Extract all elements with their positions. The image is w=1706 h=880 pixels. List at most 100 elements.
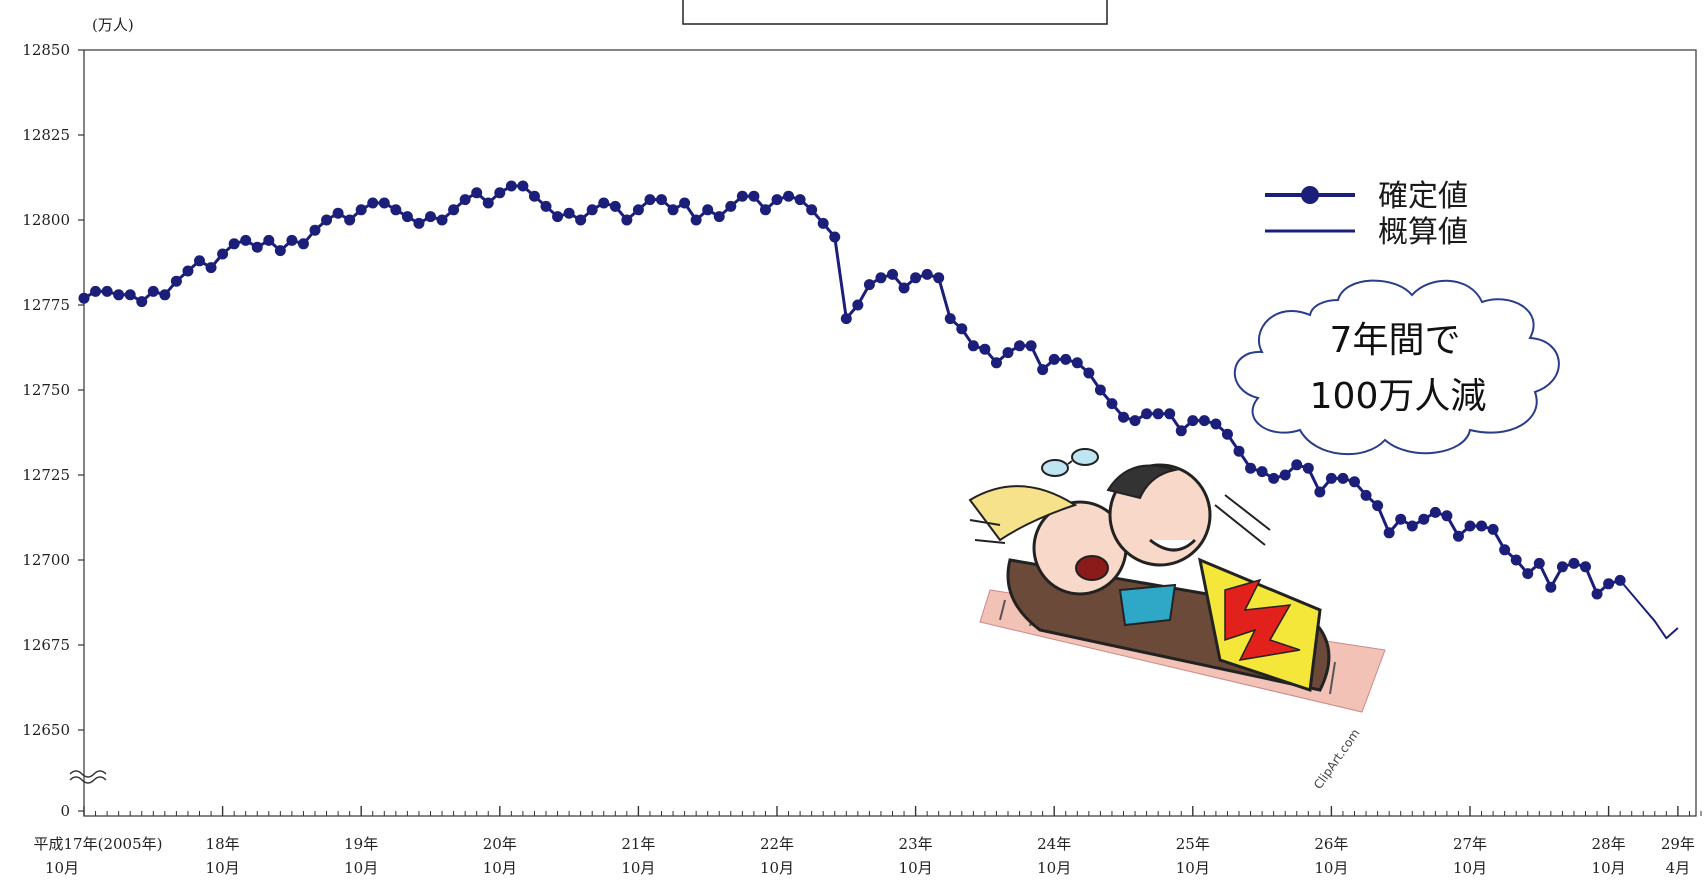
data-point (101, 285, 113, 297)
data-point (1452, 530, 1464, 542)
x-tick-sublabel: 10月 (1176, 859, 1210, 877)
data-point (575, 214, 587, 226)
data-point (124, 289, 136, 301)
data-point (656, 194, 667, 206)
data-point (1591, 588, 1603, 600)
x-tick-label: 22年 (760, 835, 794, 853)
data-point (598, 197, 610, 209)
data-point (702, 204, 714, 216)
data-point (621, 214, 633, 226)
data-point (1406, 520, 1418, 532)
data-point (1094, 384, 1106, 396)
data-point (274, 245, 286, 257)
legend: 確定値 概算値 (1265, 179, 1468, 250)
series-line-preliminary (1619, 579, 1679, 640)
x-tick-label: 28年 (1592, 835, 1626, 853)
data-point (1499, 544, 1511, 556)
data-point (552, 211, 564, 223)
y-tick-label: 12775 (22, 296, 70, 314)
data-point (1395, 513, 1407, 525)
data-point (540, 200, 552, 212)
y-tick-label: 12725 (22, 466, 70, 484)
series-final-values (78, 180, 1626, 600)
data-point (90, 285, 102, 297)
data-point (644, 194, 656, 206)
clipart-watermark: ClipArt.com (1311, 726, 1363, 791)
data-point (1372, 500, 1384, 512)
x-tick-label: 18年 (206, 835, 240, 853)
data-point (1233, 445, 1245, 457)
x-tick-sublabel: 10月 (899, 859, 933, 877)
data-point (436, 214, 448, 226)
data-point (1014, 340, 1026, 352)
data-point (783, 190, 795, 202)
data-point (344, 214, 356, 226)
x-tick-label: 19年 (344, 835, 378, 853)
data-point (136, 296, 148, 308)
data-point (990, 357, 1002, 369)
data-point (297, 238, 309, 250)
data-point (887, 268, 898, 280)
data-point (1037, 364, 1049, 376)
data-point (806, 204, 818, 216)
x-tick-sublabel: 10月 (1592, 859, 1626, 877)
data-point (609, 200, 621, 212)
data-point (736, 190, 748, 202)
data-point (1510, 554, 1522, 566)
x-tick-label: 平成17年(2005年) (34, 835, 163, 853)
data-point (1210, 418, 1222, 430)
data-point (425, 211, 436, 223)
data-point (1291, 459, 1303, 471)
data-point (1268, 472, 1280, 484)
data-point (78, 292, 90, 304)
data-point (413, 217, 425, 229)
y-tick-label: 12800 (22, 211, 70, 229)
data-point (1533, 557, 1545, 569)
x-tick-label: 25年 (1176, 835, 1210, 853)
cloud-callout: 7年間で 100万人減 (1233, 279, 1560, 456)
data-point (690, 214, 702, 226)
data-point (321, 214, 333, 226)
roller-coaster-clipart: ClipArt.com (968, 448, 1386, 792)
data-point (840, 313, 852, 325)
data-point (1164, 408, 1176, 420)
x-tick-sublabel: 10月 (483, 859, 517, 877)
data-point (1060, 353, 1072, 365)
data-point (679, 197, 691, 209)
data-point (1383, 527, 1395, 539)
x-tick-sublabel: 10月 (1314, 859, 1348, 877)
data-point (113, 289, 125, 301)
data-point (251, 241, 263, 253)
data-point (1441, 510, 1453, 522)
data-point (921, 268, 933, 280)
x-tick-label: 21年 (621, 835, 655, 853)
data-point (875, 272, 887, 284)
data-point (563, 207, 575, 219)
data-point (517, 180, 529, 192)
axis-break-icon (69, 770, 107, 784)
data-point (1048, 353, 1060, 365)
data-point (1476, 520, 1488, 532)
data-point (956, 323, 968, 335)
data-point (759, 204, 771, 216)
data-point (1279, 469, 1291, 481)
data-point (1106, 398, 1118, 410)
data-point (748, 190, 760, 202)
y-tick-label: 12650 (22, 721, 70, 739)
data-point (852, 299, 864, 311)
data-point (817, 217, 829, 229)
data-point (863, 279, 875, 291)
data-point (979, 343, 991, 355)
legend-marker-dot (1301, 186, 1319, 204)
x-tick-sublabel: 10月 (621, 859, 655, 877)
data-point (1198, 415, 1210, 427)
data-point (194, 255, 205, 267)
series-preliminary-values (1619, 579, 1679, 640)
x-tick-sublabel: 4月 (1666, 859, 1691, 877)
data-point (170, 275, 182, 287)
y-tick-label: 12850 (22, 41, 70, 59)
data-point (1418, 513, 1430, 525)
data-point (1487, 523, 1499, 535)
